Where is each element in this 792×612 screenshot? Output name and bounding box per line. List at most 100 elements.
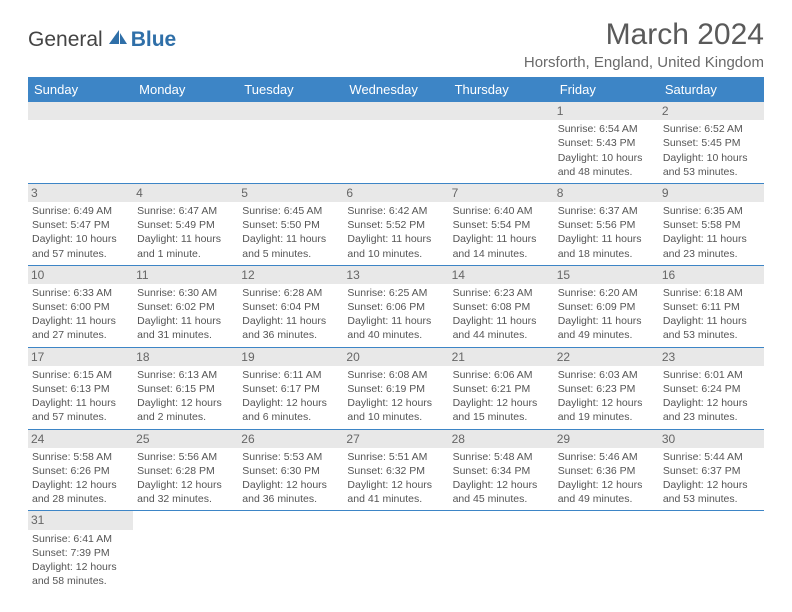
- cell-text-line: Sunset: 6:30 PM: [242, 464, 339, 478]
- header: General Blue March 2024 Horsforth, Engla…: [28, 18, 764, 71]
- calendar-cell: 3Sunrise: 6:49 AMSunset: 5:47 PMDaylight…: [28, 183, 133, 265]
- calendar-week: 24Sunrise: 5:58 AMSunset: 6:26 PMDayligh…: [28, 429, 764, 511]
- cell-text-line: and 23 minutes.: [663, 410, 760, 424]
- day-number: 28: [449, 430, 554, 448]
- cell-text-line: Daylight: 12 hours: [663, 396, 760, 410]
- day-number: 16: [659, 266, 764, 284]
- day-number: 7: [449, 184, 554, 202]
- calendar-cell: 22Sunrise: 6:03 AMSunset: 6:23 PMDayligh…: [554, 347, 659, 429]
- cell-text-line: Sunset: 5:45 PM: [663, 136, 760, 150]
- day-number: [238, 511, 343, 529]
- day-header: Saturday: [659, 77, 764, 102]
- cell-text-line: Daylight: 10 hours: [663, 151, 760, 165]
- cell-text-line: Daylight: 11 hours: [347, 314, 444, 328]
- cell-text-line: and 27 minutes.: [32, 328, 129, 342]
- calendar-cell: [343, 102, 448, 183]
- cell-text-line: Sunset: 5:52 PM: [347, 218, 444, 232]
- cell-text-line: Sunrise: 6:25 AM: [347, 286, 444, 300]
- calendar-cell: 1Sunrise: 6:54 AMSunset: 5:43 PMDaylight…: [554, 102, 659, 183]
- day-number: 29: [554, 430, 659, 448]
- calendar-cell: [133, 102, 238, 183]
- cell-text-line: Sunrise: 6:49 AM: [32, 204, 129, 218]
- cell-text-line: Daylight: 12 hours: [32, 478, 129, 492]
- cell-text-line: Sunset: 6:13 PM: [32, 382, 129, 396]
- calendar-cell: 24Sunrise: 5:58 AMSunset: 6:26 PMDayligh…: [28, 429, 133, 511]
- calendar-cell: 15Sunrise: 6:20 AMSunset: 6:09 PMDayligh…: [554, 265, 659, 347]
- calendar-cell: 14Sunrise: 6:23 AMSunset: 6:08 PMDayligh…: [449, 265, 554, 347]
- calendar-cell: 17Sunrise: 6:15 AMSunset: 6:13 PMDayligh…: [28, 347, 133, 429]
- day-number: 14: [449, 266, 554, 284]
- location: Horsforth, England, United Kingdom: [524, 54, 764, 71]
- day-number: 25: [133, 430, 238, 448]
- cell-text-line: and 57 minutes.: [32, 247, 129, 261]
- day-header: Wednesday: [343, 77, 448, 102]
- calendar-cell: 2Sunrise: 6:52 AMSunset: 5:45 PMDaylight…: [659, 102, 764, 183]
- cell-text-line: Sunrise: 6:01 AM: [663, 368, 760, 382]
- cell-text-line: Sunset: 5:50 PM: [242, 218, 339, 232]
- cell-text-line: Daylight: 12 hours: [558, 396, 655, 410]
- day-number: 9: [659, 184, 764, 202]
- cell-text-line: Sunrise: 6:23 AM: [453, 286, 550, 300]
- cell-text-line: Sunset: 6:17 PM: [242, 382, 339, 396]
- calendar-cell: 28Sunrise: 5:48 AMSunset: 6:34 PMDayligh…: [449, 429, 554, 511]
- day-number: 3: [28, 184, 133, 202]
- cell-text-line: Sunset: 6:26 PM: [32, 464, 129, 478]
- calendar-cell: 31Sunrise: 6:41 AMSunset: 7:39 PMDayligh…: [28, 511, 133, 592]
- cell-text-line: Sunrise: 5:44 AM: [663, 450, 760, 464]
- cell-text-line: Daylight: 12 hours: [453, 478, 550, 492]
- day-number: 27: [343, 430, 448, 448]
- cell-text-line: and 36 minutes.: [242, 328, 339, 342]
- cell-text-line: and 6 minutes.: [242, 410, 339, 424]
- cell-text-line: Daylight: 11 hours: [453, 314, 550, 328]
- cell-text-line: and 41 minutes.: [347, 492, 444, 506]
- cell-text-line: Daylight: 12 hours: [137, 478, 234, 492]
- cell-text-line: Daylight: 12 hours: [347, 396, 444, 410]
- calendar-cell: 16Sunrise: 6:18 AMSunset: 6:11 PMDayligh…: [659, 265, 764, 347]
- day-number: 5: [238, 184, 343, 202]
- cell-text-line: Sunrise: 6:45 AM: [242, 204, 339, 218]
- calendar-cell: 19Sunrise: 6:11 AMSunset: 6:17 PMDayligh…: [238, 347, 343, 429]
- cell-text-line: Daylight: 11 hours: [347, 232, 444, 246]
- day-header-row: SundayMondayTuesdayWednesdayThursdayFrid…: [28, 77, 764, 102]
- day-header: Sunday: [28, 77, 133, 102]
- cell-text-line: Sunset: 6:11 PM: [663, 300, 760, 314]
- calendar-cell: [554, 511, 659, 592]
- day-number: [554, 511, 659, 529]
- cell-text-line: Sunrise: 6:08 AM: [347, 368, 444, 382]
- calendar-cell: 13Sunrise: 6:25 AMSunset: 6:06 PMDayligh…: [343, 265, 448, 347]
- cell-text-line: Sunset: 6:19 PM: [347, 382, 444, 396]
- cell-text-line: Sunset: 6:36 PM: [558, 464, 655, 478]
- cell-text-line: and 2 minutes.: [137, 410, 234, 424]
- calendar-cell: [343, 511, 448, 592]
- cell-text-line: and 19 minutes.: [558, 410, 655, 424]
- day-number: 19: [238, 348, 343, 366]
- cell-text-line: Sunrise: 6:42 AM: [347, 204, 444, 218]
- cell-text-line: Sunrise: 6:41 AM: [32, 532, 129, 546]
- day-number: 18: [133, 348, 238, 366]
- cell-text-line: Sunset: 5:58 PM: [663, 218, 760, 232]
- cell-text-line: and 14 minutes.: [453, 247, 550, 261]
- calendar-cell: 8Sunrise: 6:37 AMSunset: 5:56 PMDaylight…: [554, 183, 659, 265]
- cell-text-line: Sunset: 6:28 PM: [137, 464, 234, 478]
- day-number: 1: [554, 102, 659, 120]
- logo-text-blue: Blue: [131, 28, 177, 52]
- calendar-cell: [238, 102, 343, 183]
- cell-text-line: Sunrise: 6:33 AM: [32, 286, 129, 300]
- calendar-cell: 26Sunrise: 5:53 AMSunset: 6:30 PMDayligh…: [238, 429, 343, 511]
- calendar-cell: 29Sunrise: 5:46 AMSunset: 6:36 PMDayligh…: [554, 429, 659, 511]
- cell-text-line: Sunset: 6:00 PM: [32, 300, 129, 314]
- cell-text-line: Sunset: 6:37 PM: [663, 464, 760, 478]
- cell-text-line: and 1 minute.: [137, 247, 234, 261]
- cell-text-line: Sunrise: 5:58 AM: [32, 450, 129, 464]
- calendar-cell: 10Sunrise: 6:33 AMSunset: 6:00 PMDayligh…: [28, 265, 133, 347]
- day-number: 2: [659, 102, 764, 120]
- cell-text-line: Daylight: 11 hours: [242, 232, 339, 246]
- calendar-week: 3Sunrise: 6:49 AMSunset: 5:47 PMDaylight…: [28, 183, 764, 265]
- cell-text-line: Sunrise: 6:30 AM: [137, 286, 234, 300]
- cell-text-line: Sunset: 6:34 PM: [453, 464, 550, 478]
- day-header: Monday: [133, 77, 238, 102]
- cell-text-line: and 49 minutes.: [558, 328, 655, 342]
- calendar-cell: 4Sunrise: 6:47 AMSunset: 5:49 PMDaylight…: [133, 183, 238, 265]
- calendar-cell: 27Sunrise: 5:51 AMSunset: 6:32 PMDayligh…: [343, 429, 448, 511]
- cell-text-line: Sunset: 5:56 PM: [558, 218, 655, 232]
